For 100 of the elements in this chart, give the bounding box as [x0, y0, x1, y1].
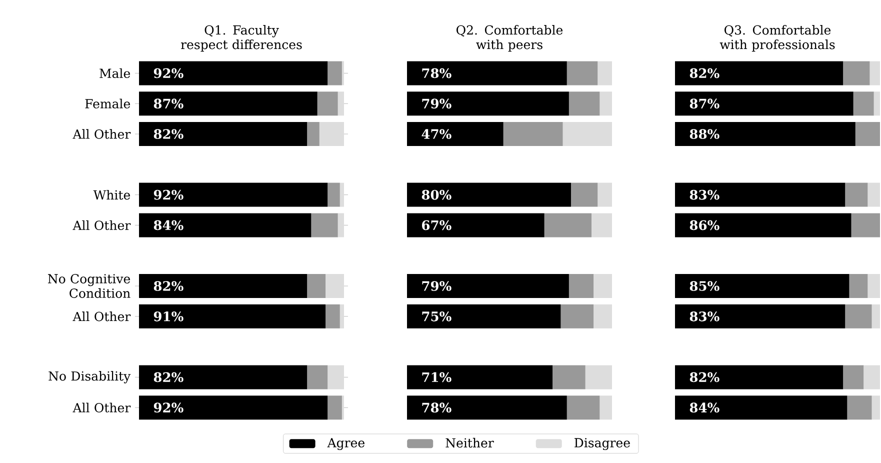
data-label: 84%: [690, 402, 720, 413]
bar: [870, 61, 880, 86]
data-label: 82%: [154, 372, 184, 382]
bar: [849, 274, 868, 298]
bar: [598, 182, 612, 207]
data-label: 82%: [154, 129, 184, 139]
bar: [600, 92, 612, 116]
data-label: 80%: [422, 190, 452, 200]
data-label: 78%: [422, 402, 452, 413]
data-label: 47%: [422, 129, 452, 139]
bar: [407, 92, 569, 116]
bar: [851, 213, 880, 238]
data-label: 67%: [422, 220, 452, 230]
bar: [328, 61, 342, 86]
bar: [675, 122, 856, 146]
data-label: 87%: [154, 98, 184, 109]
bar: [566, 61, 598, 86]
bar: [139, 213, 312, 238]
y-tick-label: All Other: [72, 312, 131, 322]
bar: [326, 304, 340, 328]
y-tick-label: Female: [85, 98, 130, 108]
bar: [139, 274, 308, 298]
bar: [675, 396, 848, 420]
legend-label: Neither: [446, 438, 494, 448]
bar: [328, 365, 344, 390]
data-label: 85%: [690, 281, 720, 291]
data-label: 82%: [690, 68, 720, 78]
bar: [675, 61, 844, 86]
bar: [585, 365, 612, 390]
data-label: 92%: [154, 68, 184, 78]
bar: [568, 274, 594, 298]
y-tick-label: No Disability: [48, 371, 131, 384]
bar: [319, 122, 344, 146]
bar: [342, 396, 344, 420]
bar: [544, 213, 592, 238]
y-tick-label: All Other: [72, 402, 131, 412]
bar: [598, 61, 612, 86]
bar: [675, 274, 850, 298]
bar: [568, 92, 600, 116]
data-label: 82%: [690, 372, 720, 382]
bar: [139, 61, 328, 86]
data-label: 91%: [154, 311, 184, 322]
bar: [139, 365, 308, 390]
y-tick-label: White: [93, 190, 130, 200]
legend-label: Disagree: [574, 438, 630, 450]
bar: [847, 396, 872, 420]
data-label: 88%: [690, 129, 720, 139]
bar: [326, 274, 344, 298]
bar: [307, 365, 328, 390]
bar: [407, 213, 544, 238]
bar: [592, 213, 612, 238]
bar: [342, 61, 344, 86]
y-tick-label: No Cognitive Condition: [48, 274, 130, 298]
bar: [328, 396, 342, 420]
bar: [675, 365, 844, 390]
bar: [340, 304, 344, 328]
bar: [307, 274, 326, 298]
bar: [675, 213, 852, 238]
bar: [560, 304, 594, 328]
bar: [594, 274, 612, 298]
bar: [864, 365, 880, 390]
bar: [139, 182, 328, 207]
data-label: 71%: [422, 372, 452, 382]
y-tick-label: Male: [100, 68, 130, 78]
bar: [407, 304, 561, 328]
bar: [407, 396, 567, 420]
bar: [594, 304, 612, 328]
bar: [872, 396, 880, 420]
bar: [566, 396, 600, 420]
bar: [407, 274, 569, 298]
bar: [600, 396, 612, 420]
bar: [340, 182, 344, 207]
data-label: 78%: [422, 68, 452, 78]
bar: [139, 304, 326, 328]
data-label: 87%: [690, 98, 720, 109]
chart-title: Q2. Comfortable with peers: [456, 25, 563, 52]
bar: [868, 274, 880, 298]
chart-title: Q3. Comfortable with professionals: [720, 25, 835, 52]
bar: [139, 92, 318, 116]
bar: [552, 365, 586, 390]
bar: [407, 61, 567, 86]
bar: [407, 365, 553, 390]
data-label: 79%: [422, 281, 452, 291]
bar: [328, 182, 340, 207]
bar: [845, 304, 872, 328]
data-label: 75%: [422, 311, 452, 322]
bar: [503, 122, 563, 146]
bar: [139, 396, 328, 420]
bar: [338, 92, 344, 116]
bar: [675, 304, 846, 328]
bar: [562, 122, 612, 146]
bar: [407, 122, 504, 146]
bar: [139, 122, 308, 146]
bar: [853, 92, 874, 116]
bar: [845, 182, 868, 207]
bar: [311, 213, 338, 238]
bar: [338, 213, 344, 238]
data-label: 82%: [154, 281, 184, 291]
bar: [874, 92, 880, 116]
bar: [868, 182, 880, 207]
